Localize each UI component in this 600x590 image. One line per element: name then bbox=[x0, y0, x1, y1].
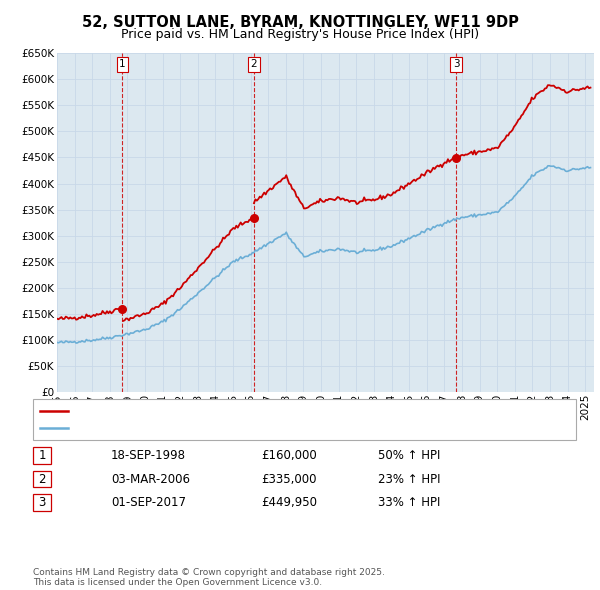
Text: £160,000: £160,000 bbox=[261, 449, 317, 462]
Text: 50% ↑ HPI: 50% ↑ HPI bbox=[378, 449, 440, 462]
Text: 3: 3 bbox=[453, 60, 460, 70]
Text: Price paid vs. HM Land Registry's House Price Index (HPI): Price paid vs. HM Land Registry's House … bbox=[121, 28, 479, 41]
Text: 2: 2 bbox=[250, 60, 257, 70]
Text: 03-MAR-2006: 03-MAR-2006 bbox=[111, 473, 190, 486]
Text: 52, SUTTON LANE, BYRAM, KNOTTINGLEY, WF11 9DP: 52, SUTTON LANE, BYRAM, KNOTTINGLEY, WF1… bbox=[82, 15, 518, 30]
Text: Contains HM Land Registry data © Crown copyright and database right 2025.
This d: Contains HM Land Registry data © Crown c… bbox=[33, 568, 385, 587]
Text: 52, SUTTON LANE, BYRAM, KNOTTINGLEY, WF11 9DP (detached house): 52, SUTTON LANE, BYRAM, KNOTTINGLEY, WF1… bbox=[72, 406, 441, 416]
Text: 1: 1 bbox=[38, 449, 46, 462]
Text: 3: 3 bbox=[38, 496, 46, 509]
Text: 23% ↑ HPI: 23% ↑ HPI bbox=[378, 473, 440, 486]
Text: 1: 1 bbox=[119, 60, 126, 70]
Text: 18-SEP-1998: 18-SEP-1998 bbox=[111, 449, 186, 462]
Text: HPI: Average price, detached house, North Yorkshire: HPI: Average price, detached house, Nort… bbox=[72, 423, 345, 433]
Text: 33% ↑ HPI: 33% ↑ HPI bbox=[378, 496, 440, 509]
Text: £449,950: £449,950 bbox=[261, 496, 317, 509]
Text: 01-SEP-2017: 01-SEP-2017 bbox=[111, 496, 186, 509]
Text: £335,000: £335,000 bbox=[261, 473, 317, 486]
Text: 2: 2 bbox=[38, 473, 46, 486]
